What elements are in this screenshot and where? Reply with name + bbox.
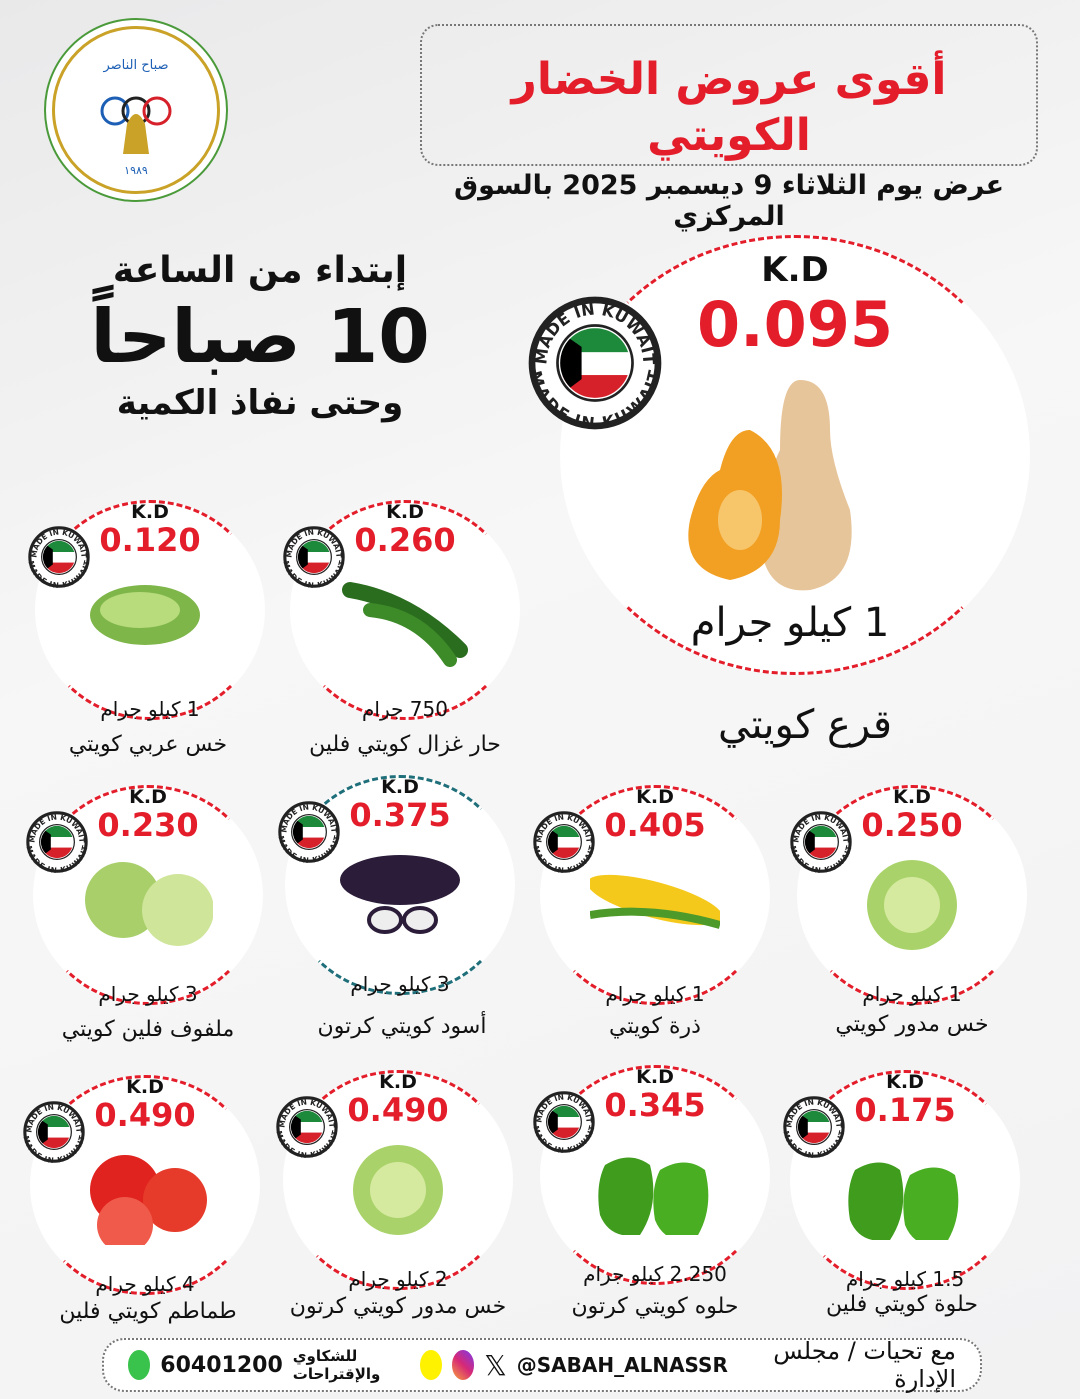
- product-qty: 4 كيلو جرام: [95, 1272, 195, 1296]
- product-name: أسود كويتي كرتون: [317, 1014, 487, 1039]
- currency-label: K.D: [636, 786, 674, 808]
- product-price: 0.250: [861, 806, 963, 844]
- svg-text:صباح الناصر: صباح الناصر: [102, 58, 168, 73]
- x-icon[interactable]: 𝕏: [484, 1348, 507, 1382]
- product-price: 0.375: [349, 796, 451, 834]
- product-name: خس مدور كويتي كرتون: [289, 1294, 507, 1319]
- made-in-kuwait-badge: MADE IN KUWAIT MADE IN KUWAIT: [783, 1096, 845, 1158]
- time-line-3: وحتى نفاذ الكمية: [116, 383, 404, 423]
- pepper-image: [598, 1157, 709, 1235]
- made-in-kuwait-badge: MADE IN KUWAIT MADE IN KUWAIT: [283, 526, 345, 588]
- whatsapp-icon[interactable]: [128, 1350, 151, 1380]
- product-qty: 1 كيلو جرام: [862, 982, 962, 1006]
- currency-label: K.D: [381, 776, 419, 798]
- product-qty: 3 كيلو جرام: [350, 972, 450, 996]
- product-card: K.D 0.120 1 كيلو جرام: [30, 495, 270, 735]
- product-price: 0.230: [97, 806, 199, 844]
- product-card: K.D 0.345 2.250 كيلو جرام: [535, 1060, 775, 1300]
- product-name: حلوه كويتي كرتون: [571, 1294, 739, 1319]
- lettuce-image: [90, 584, 200, 645]
- offer-date: عرض يوم الثلاثاء 9 ديسمبر 2025 بالسوق ال…: [453, 170, 1005, 232]
- product-qty: 1 كيلو جرام: [100, 697, 200, 721]
- product-name: طماطم كويتي فلين: [59, 1299, 237, 1324]
- made-in-kuwait-badge: MADE IN KUWAIT MADE IN KUWAIT: [790, 811, 852, 873]
- product-card: K.D 0.230 3 كيلو جرام: [28, 780, 268, 1020]
- currency-label: K.D: [886, 1071, 924, 1093]
- currency-label: K.D: [379, 1071, 417, 1093]
- product-qty: 2 كيلو جرام: [348, 1267, 448, 1291]
- iceberg-image: [353, 1144, 443, 1235]
- product-card: K.D 0.175 1.5 كيلو جرام: [785, 1065, 1025, 1305]
- made-in-kuwait-badge: MADE IN KUWAIT MADE IN KUWAIT: [26, 811, 88, 873]
- made-in-kuwait-badge: MADE IN KUWAIT MADE IN KUWAIT: [533, 1091, 595, 1153]
- product-price: 0.120: [99, 521, 201, 559]
- time-info: إبتداء من الساعة 10 صباحاً وحتى نفاذ الك…: [90, 250, 430, 423]
- coop-logo: صباح الناصر ١٩٨٩: [52, 26, 220, 194]
- featured-qty: 1 كيلو جرام: [690, 600, 890, 646]
- product-qty: 2.250 كيلو جرام: [583, 1262, 727, 1286]
- pepper-image: [848, 1162, 959, 1240]
- cabbage-image: [85, 861, 213, 946]
- svg-text:١٩٨٩: ١٩٨٩: [124, 164, 148, 177]
- made-in-kuwait-badge: MADE IN KUWAIT MADE IN KUWAIT: [533, 811, 595, 873]
- footer-credit: مع تحيات / مجلس الإدارة: [773, 1337, 956, 1393]
- product-qty: 1 كيلو جرام: [605, 982, 705, 1006]
- time-line-2: 10 صباحاً: [90, 294, 430, 380]
- product-name: ملفوف فلين كويتي: [61, 1017, 235, 1042]
- product-name: ذرة كويتي: [609, 1014, 701, 1039]
- product-name: خس مدور كويتي: [835, 1012, 989, 1037]
- product-qty: 3 كيلو جرام: [98, 982, 198, 1006]
- product-name: خس عربي كويتي: [68, 732, 228, 757]
- made-in-kuwait-badge: MADE IN KUWAIT MADE IN KUWAIT: [28, 526, 90, 588]
- featured-product: K.D 0.095: [560, 250, 1030, 360]
- product-card: K.D 0.490 4 كيلو جرام: [25, 1070, 265, 1310]
- time-line-1: إبتداء من الساعة: [112, 250, 408, 291]
- product-price: 0.175: [854, 1091, 956, 1129]
- product-card: K.D 0.490 2 كيلو جرام: [278, 1065, 518, 1305]
- butternut-squash-image: [688, 380, 852, 591]
- product-card: K.D 0.260 750 جرام: [285, 495, 525, 735]
- product-card: K.D 0.405 1 كيلو جرام: [535, 780, 775, 1020]
- footer-phone: 60401200: [160, 1352, 283, 1378]
- product-card: K.D 0.375 3 كيلو جرام: [280, 770, 520, 1010]
- product-price: 0.345: [604, 1086, 706, 1124]
- product-name: حلوة كويتي فلين: [826, 1292, 978, 1317]
- featured-price: 0.095: [696, 288, 894, 361]
- product-price: 0.260: [354, 521, 456, 559]
- made-in-kuwait-badge: MADE IN KUWAIT MADE IN KUWAIT: [276, 1096, 338, 1158]
- iceberg-image: [867, 859, 957, 950]
- snapchat-icon[interactable]: [419, 1350, 442, 1380]
- currency-label: K.D: [893, 786, 931, 808]
- product-qty: 750 جرام: [362, 697, 448, 721]
- currency-label: K.D: [126, 1076, 164, 1098]
- made-in-kuwait-badge: MADE IN KUWAIT MADE IN KUWAIT: [23, 1101, 85, 1163]
- eggplant-image: [340, 854, 460, 934]
- currency-label: K.D: [386, 501, 424, 523]
- product-price: 0.490: [94, 1096, 196, 1134]
- product-price: 0.405: [604, 806, 706, 844]
- footer-bar: مع تحيات / مجلس الإدارة 60401200 للشكاوي…: [102, 1337, 982, 1393]
- page-title: أقوى عروض الخضار الكويتي: [511, 54, 947, 161]
- product-name: حار غزال كويتي فلين: [309, 732, 501, 757]
- product-price: 0.490: [347, 1091, 449, 1129]
- currency-label: K.D: [131, 501, 169, 523]
- made-in-kuwait-badge: MADE IN KUWAIT MADE IN KUWAIT: [528, 296, 662, 430]
- featured-name: قرع كويتي: [717, 702, 893, 748]
- product-card: K.D 0.250 1 كيلو جرام: [792, 780, 1032, 1020]
- currency-label: K.D: [636, 1066, 674, 1088]
- instagram-icon[interactable]: [451, 1350, 475, 1380]
- currency-label: K.D: [761, 250, 829, 290]
- corn-image: [590, 874, 720, 929]
- tomato-image: [90, 1154, 207, 1245]
- made-in-kuwait-badge: MADE IN KUWAIT MADE IN KUWAIT: [278, 801, 340, 863]
- footer-handle[interactable]: @SABAH_ALNASSR: [516, 1353, 728, 1377]
- footer-complaints: للشكاوي والإقتراحات: [292, 1347, 381, 1383]
- header-banner: أقوى عروض الخضار الكويتي عرض يوم الثلاثا…: [420, 24, 1038, 232]
- product-qty: 1.5 كيلو جرام: [845, 1267, 965, 1291]
- currency-label: K.D: [129, 786, 167, 808]
- chili-image: [342, 581, 468, 667]
